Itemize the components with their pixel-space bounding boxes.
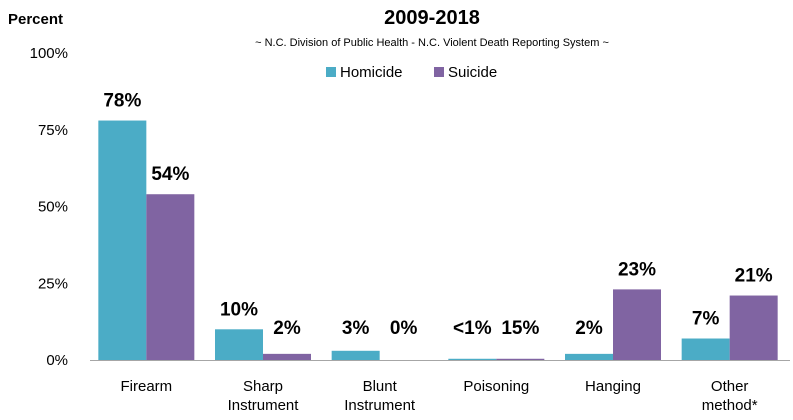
category-label: method* (702, 397, 758, 414)
category-label: Poisoning (463, 378, 529, 395)
y-tick-label: 75% (38, 122, 68, 139)
legend-swatch-suicide (434, 67, 444, 77)
data-label-suicide: 0% (390, 318, 418, 339)
bar-suicide (729, 295, 778, 360)
data-label-suicide: 15% (501, 318, 539, 339)
bar-homicide (331, 350, 380, 360)
bar-homicide (565, 353, 613, 360)
data-label-homicide: <1% (453, 318, 492, 339)
y-tick-label: 100% (30, 45, 68, 62)
y-axis-label: Percent (8, 11, 63, 28)
category-label: Hanging (585, 378, 641, 395)
category-label: Other (711, 378, 749, 395)
category-label: Instrument (344, 397, 416, 414)
y-axis-ticks: 0% 25% 50% 75% 100% (30, 45, 68, 369)
chart-subtitle: ~ N.C. Division of Public Health - N.C. … (255, 37, 609, 49)
data-label-homicide: 3% (342, 318, 370, 339)
bar-suicide (496, 358, 545, 360)
bar-homicide (215, 329, 263, 360)
legend-label-suicide: Suicide (448, 64, 497, 81)
y-tick-label: 25% (38, 275, 68, 292)
category-label: Sharp (243, 378, 283, 395)
y-tick-label: 50% (38, 199, 68, 216)
legend-swatch-homicide (326, 67, 336, 77)
bar-homicide (448, 358, 497, 360)
chart-title: 2009-2018 (384, 7, 480, 29)
category-label: Instrument (228, 397, 300, 414)
category-label: Firearm (120, 378, 172, 395)
bar-suicide (146, 194, 195, 360)
bar-homicide (681, 338, 730, 360)
data-label-suicide: 23% (618, 259, 656, 280)
data-label-suicide: 21% (735, 266, 773, 287)
data-label-homicide: 7% (692, 309, 720, 330)
y-tick-label: 0% (46, 352, 68, 369)
bar-homicide (98, 120, 147, 360)
data-label-suicide: 54% (151, 164, 189, 185)
category-label: Blunt (363, 378, 398, 395)
data-labels: 78% 54% 10% 2% 3% 0% <1% 15% 2% 23% 7% 21% (103, 91, 772, 339)
data-label-homicide: 2% (575, 318, 603, 339)
legend: Homicide Suicide (326, 64, 497, 81)
bars (98, 120, 778, 360)
bar-suicide (263, 353, 311, 360)
data-label-homicide: 10% (220, 299, 258, 320)
x-axis-categories: Firearm Sharp Instrument Blunt Instrument Poi… (120, 378, 757, 414)
data-label-homicide: 78% (103, 91, 141, 112)
legend-label-homicide: Homicide (340, 64, 403, 81)
bar-suicide (613, 289, 661, 360)
data-label-suicide: 2% (273, 318, 301, 339)
